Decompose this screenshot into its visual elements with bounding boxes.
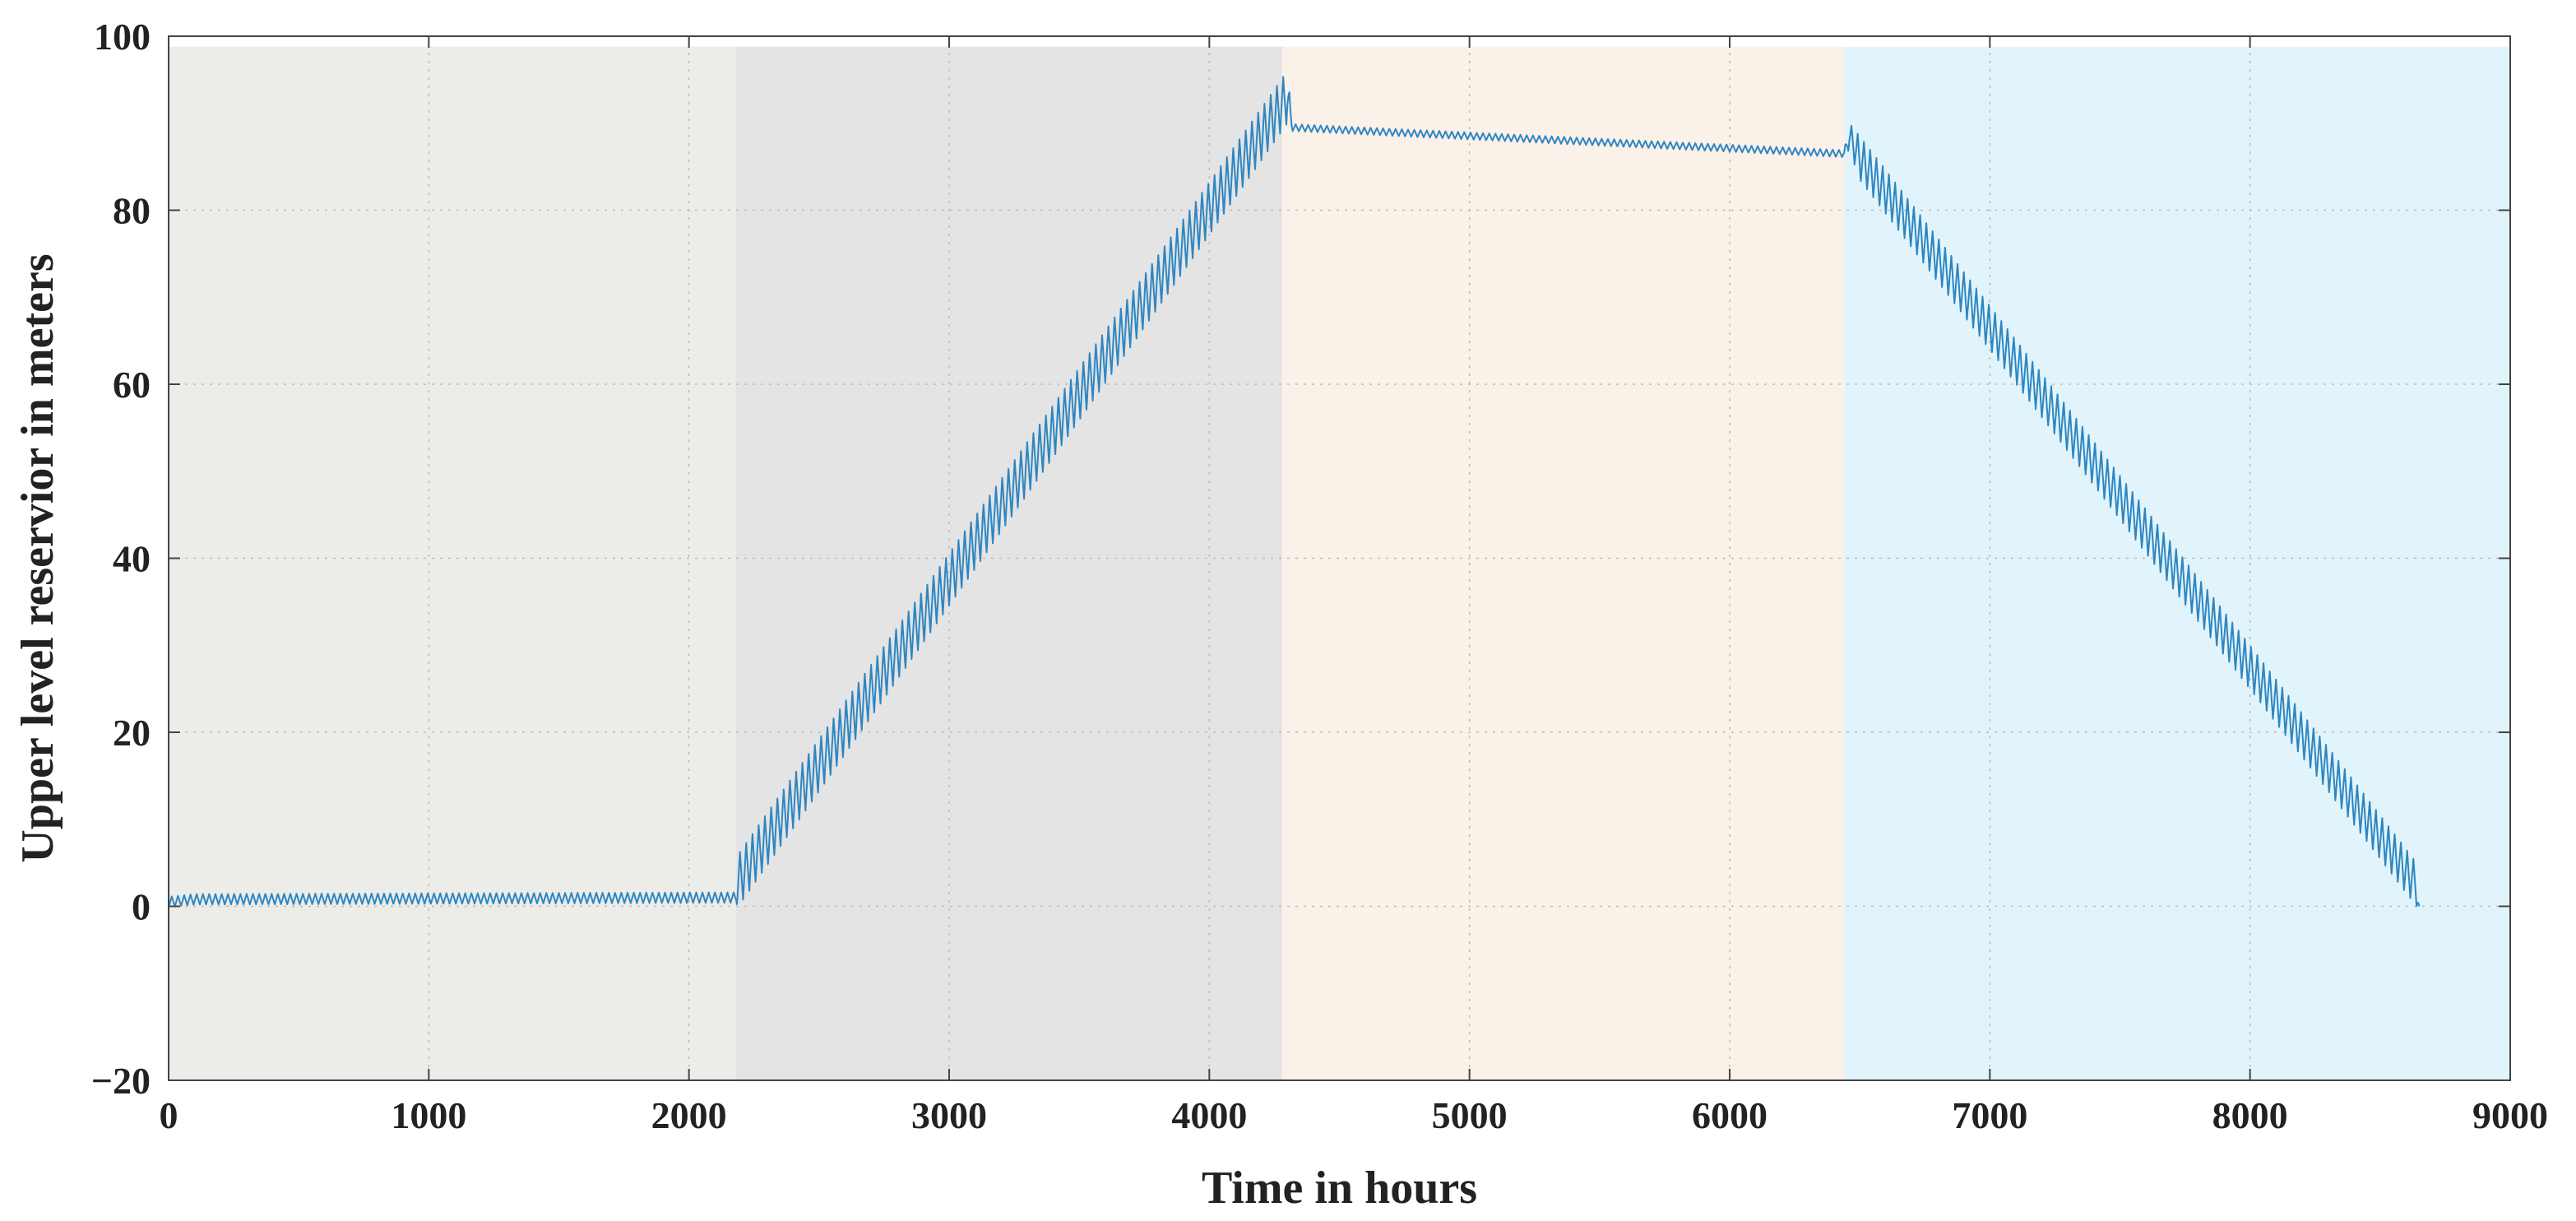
y-tick-label: 80 <box>113 190 151 232</box>
x-tick-label: 8000 <box>2212 1094 2288 1136</box>
series-line <box>168 76 2421 908</box>
shaded-regions <box>169 46 2510 1081</box>
x-tick-label: 0 <box>160 1094 178 1136</box>
x-axis-title: Time in hours <box>1202 1163 1477 1214</box>
axis-ticks <box>168 35 2511 1081</box>
y-tick-label: 60 <box>113 364 151 406</box>
shaded-region-3 <box>1281 46 1845 1081</box>
series-group <box>168 76 2421 908</box>
y-tick-label: 100 <box>94 16 151 58</box>
y-axis-title: Upper level reservior in meters <box>12 253 63 862</box>
x-tick-label: 2000 <box>651 1094 727 1136</box>
shaded-region-1 <box>169 46 736 1081</box>
x-tick-label: 4000 <box>1171 1094 1247 1136</box>
y-tick-label: 40 <box>113 538 151 580</box>
y-tick-label: −20 <box>91 1060 151 1102</box>
x-tick-label: 6000 <box>1692 1094 1768 1136</box>
x-tick-label: 9000 <box>2472 1094 2548 1136</box>
x-tick-label: 1000 <box>391 1094 466 1136</box>
x-tick-labels: 0 1000 2000 3000 4000 5000 6000 7000 8000 9000 <box>160 1094 2549 1136</box>
y-tick-label: 0 <box>132 886 151 928</box>
shaded-region-2 <box>735 46 1282 1081</box>
y-tick-label: 20 <box>113 712 151 754</box>
x-tick-label: 5000 <box>1432 1094 1508 1136</box>
x-tick-label: 7000 <box>1952 1094 2027 1136</box>
x-tick-label: 3000 <box>911 1094 987 1136</box>
y-tick-labels: −20 0 20 40 60 80 100 <box>91 16 151 1102</box>
